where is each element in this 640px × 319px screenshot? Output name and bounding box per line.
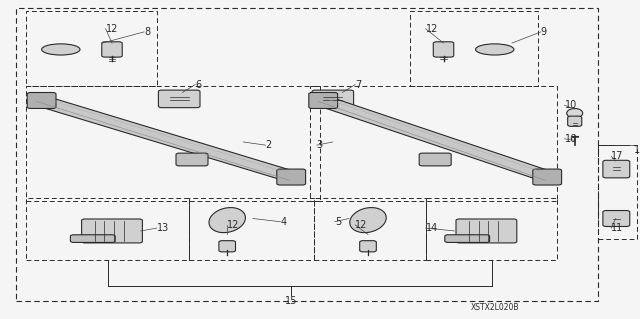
- Text: 12: 12: [355, 220, 367, 230]
- Text: 4: 4: [280, 217, 287, 227]
- FancyBboxPatch shape: [81, 219, 142, 243]
- Text: 16: 16: [564, 134, 577, 144]
- Bar: [26, 198, 189, 260]
- Text: 9: 9: [541, 27, 547, 37]
- Text: 14: 14: [426, 223, 438, 233]
- FancyBboxPatch shape: [102, 42, 122, 57]
- FancyBboxPatch shape: [603, 160, 630, 178]
- FancyBboxPatch shape: [603, 211, 630, 226]
- Text: 3: 3: [317, 140, 323, 150]
- Text: 1: 1: [634, 145, 640, 155]
- FancyBboxPatch shape: [445, 235, 490, 242]
- Text: XSTX2L020B: XSTX2L020B: [470, 303, 519, 312]
- FancyBboxPatch shape: [219, 241, 236, 252]
- Bar: [189, 198, 314, 260]
- Text: 10: 10: [564, 100, 577, 110]
- Text: 7: 7: [355, 79, 362, 90]
- FancyBboxPatch shape: [309, 93, 338, 108]
- Polygon shape: [35, 96, 298, 182]
- Text: 17: 17: [611, 151, 623, 161]
- Ellipse shape: [349, 208, 387, 233]
- FancyBboxPatch shape: [568, 116, 582, 126]
- Ellipse shape: [476, 44, 514, 55]
- Text: 2: 2: [266, 140, 272, 150]
- FancyBboxPatch shape: [360, 241, 376, 252]
- FancyBboxPatch shape: [70, 235, 115, 242]
- Text: 12: 12: [106, 24, 118, 34]
- Bar: [410, 11, 538, 86]
- Text: 5: 5: [335, 217, 341, 227]
- FancyBboxPatch shape: [312, 90, 354, 108]
- Bar: [314, 198, 426, 260]
- FancyBboxPatch shape: [159, 90, 200, 108]
- FancyBboxPatch shape: [28, 93, 56, 108]
- FancyBboxPatch shape: [433, 42, 454, 57]
- Ellipse shape: [567, 108, 583, 118]
- Bar: [26, 86, 320, 201]
- Bar: [310, 86, 557, 201]
- Text: 11: 11: [611, 223, 623, 233]
- Text: 8: 8: [144, 27, 150, 37]
- Ellipse shape: [209, 208, 246, 233]
- FancyBboxPatch shape: [532, 169, 562, 185]
- Text: 12: 12: [227, 220, 239, 230]
- FancyBboxPatch shape: [176, 153, 208, 166]
- FancyBboxPatch shape: [456, 219, 517, 243]
- Text: 13: 13: [157, 223, 169, 233]
- Ellipse shape: [42, 44, 80, 55]
- Text: 15: 15: [285, 296, 298, 307]
- Polygon shape: [317, 96, 554, 182]
- FancyBboxPatch shape: [419, 153, 451, 166]
- Text: 6: 6: [195, 79, 202, 90]
- FancyBboxPatch shape: [277, 169, 306, 185]
- Bar: [26, 11, 157, 86]
- Bar: [426, 198, 557, 260]
- Bar: [598, 145, 637, 239]
- Text: 12: 12: [426, 24, 438, 34]
